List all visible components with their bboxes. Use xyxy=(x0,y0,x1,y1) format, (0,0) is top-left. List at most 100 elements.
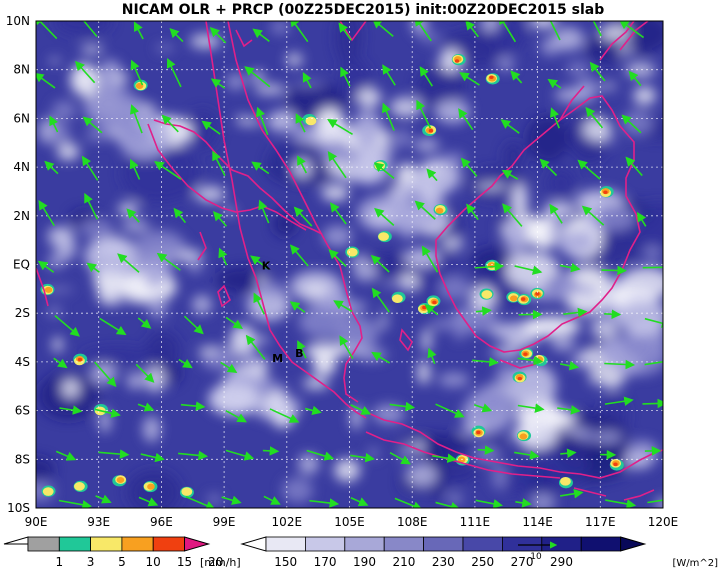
map-title: NICAM OLR + PRCP (00Z25DEC2015) init:00Z… xyxy=(121,2,605,18)
wind-vector xyxy=(130,59,144,86)
plot-frame xyxy=(35,20,664,509)
prcp-legend-label: 3 xyxy=(87,555,95,569)
wind-vector xyxy=(432,453,458,463)
olr-legend-label: 150 xyxy=(274,555,297,569)
wind-vector xyxy=(36,21,58,40)
wind-vector xyxy=(371,351,391,364)
wind-vector xyxy=(549,203,563,224)
olr-legend-label: 270 xyxy=(511,555,534,569)
wind-vector xyxy=(38,200,55,227)
wind-vector xyxy=(53,357,68,369)
prcp-legend-label: 5 xyxy=(118,555,126,569)
wind-vector xyxy=(173,207,187,224)
wind-vector xyxy=(225,449,255,461)
latitude-tick-label: EQ xyxy=(13,258,30,272)
wind-vector xyxy=(129,158,141,180)
longitude-tick-labels: 90E 93E 96E 99E 102E 105E 108E 111E 114E 117E 120E xyxy=(25,515,679,529)
wind-vector xyxy=(338,22,352,41)
olr-field xyxy=(36,21,663,508)
olr-legend-label: 290 xyxy=(550,555,573,569)
latitude-tick-labels: 10N 8N 6N 4N 2N EQ 2S 4S 6S 8S 10S xyxy=(6,14,30,515)
wind-vector xyxy=(330,202,347,225)
wind-vector xyxy=(306,449,335,461)
wind-vector xyxy=(74,60,96,84)
wind-vector xyxy=(86,262,100,273)
wind-vector xyxy=(327,151,347,179)
wind-vector xyxy=(601,265,627,276)
wind-vector xyxy=(256,106,269,136)
olr-legend-swatch xyxy=(383,536,425,552)
wind-vector xyxy=(500,119,520,134)
wind-vector xyxy=(210,78,226,89)
wind-vector xyxy=(435,403,465,418)
wind-vector xyxy=(140,452,165,463)
wind-vector xyxy=(293,206,313,227)
wind-vector xyxy=(262,446,280,456)
wind-vector xyxy=(577,159,601,180)
wind-vector xyxy=(416,99,432,129)
wind-vector xyxy=(289,244,309,267)
wind-vector xyxy=(621,114,642,134)
latitude-tick-label: 2N xyxy=(13,209,30,223)
latitude-tick-label: 8N xyxy=(13,63,30,77)
wind-vector xyxy=(350,404,372,415)
reference-vector-label: 10 xyxy=(530,552,542,562)
olr-legend: 150 170 190 210 230 250 270 290 [W/m^2] 10 xyxy=(240,536,718,569)
wind-vector xyxy=(458,108,474,131)
prcp-legend-label: 10 xyxy=(146,555,161,569)
wind-vector xyxy=(628,70,642,87)
wind-vector xyxy=(475,499,503,508)
wind-vector xyxy=(58,499,92,508)
wind-vector xyxy=(49,115,59,133)
wind-vector xyxy=(381,102,395,131)
wind-vector xyxy=(94,361,117,388)
wind-vector xyxy=(427,347,437,365)
wind-vector xyxy=(636,211,647,227)
wind-vector xyxy=(218,247,228,266)
wind-vector xyxy=(135,363,155,383)
wind-vector xyxy=(221,495,242,505)
wind-vector xyxy=(178,450,209,461)
wind-vector xyxy=(560,448,577,459)
wind-vector xyxy=(604,309,622,320)
wind-vector xyxy=(547,78,562,89)
wind-vector xyxy=(166,57,182,88)
wind-vector xyxy=(514,450,540,460)
wind-vector xyxy=(225,316,243,330)
wind-vector xyxy=(297,155,308,174)
wind-vector xyxy=(75,21,98,37)
longitude-tick-label: 90E xyxy=(25,515,48,529)
wind-vector xyxy=(389,401,416,412)
wind-vector xyxy=(258,199,270,224)
wind-vector xyxy=(559,361,580,371)
wind-vector xyxy=(550,107,560,129)
prcp-legend-swatch xyxy=(58,536,91,552)
longitude-tick-label: 96E xyxy=(150,515,173,529)
wind-vector xyxy=(183,315,204,335)
wind-vector xyxy=(466,203,479,221)
olr-legend-swatch xyxy=(265,536,306,552)
longitude-tick-label: 111E xyxy=(460,515,491,529)
wind-vector xyxy=(327,119,353,135)
wind-vector xyxy=(642,266,663,269)
wind-vector xyxy=(95,494,112,504)
place-label: B xyxy=(295,347,303,360)
olr-legend-label: 250 xyxy=(471,555,494,569)
longitude-tick-label: 120E xyxy=(648,515,679,529)
wind-vector xyxy=(212,150,226,177)
wind-vector xyxy=(252,28,270,42)
olr-legend-label: 230 xyxy=(432,555,455,569)
wind-vector xyxy=(99,317,127,336)
wind-vector xyxy=(309,498,340,508)
wind-vector xyxy=(382,64,396,86)
prcp-legend-label: 1 xyxy=(55,555,63,569)
wind-vector xyxy=(414,200,436,220)
wind-vector xyxy=(244,66,271,88)
olr-legend-swatch xyxy=(541,536,582,552)
place-labels: K M B xyxy=(262,259,304,365)
wind-vector xyxy=(605,499,637,508)
olr-legend-right-arrow xyxy=(620,536,647,552)
precipitation-legend: 1 3 5 10 15 20[mm/h] xyxy=(3,536,241,569)
wind-vector xyxy=(473,403,493,413)
